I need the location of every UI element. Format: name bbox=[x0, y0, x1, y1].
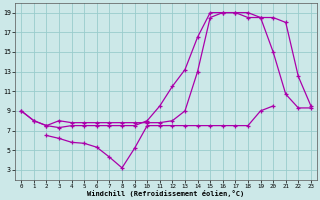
X-axis label: Windchill (Refroidissement éolien,°C): Windchill (Refroidissement éolien,°C) bbox=[87, 190, 245, 197]
